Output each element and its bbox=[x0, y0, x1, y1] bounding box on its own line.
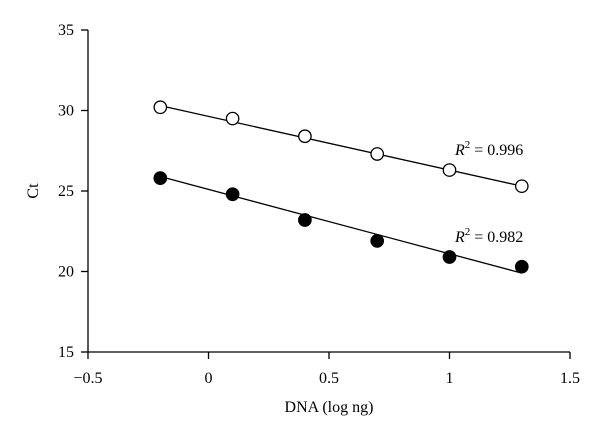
open-data-point bbox=[370, 147, 385, 161]
r-superscript: 2 bbox=[465, 139, 471, 151]
r-superscript: 2 bbox=[465, 226, 471, 238]
y-tick-label: 15 bbox=[58, 344, 74, 361]
r-symbol: R bbox=[454, 229, 465, 246]
filled-data-point bbox=[370, 234, 385, 248]
x-tick-label: 1.5 bbox=[560, 370, 580, 387]
open-data-point bbox=[442, 163, 457, 177]
open-data-point bbox=[298, 129, 312, 144]
y-tick-label: 20 bbox=[58, 264, 74, 281]
x-tick-label: 0 bbox=[205, 370, 213, 387]
r-squared-label-2: R2 = 0.982 bbox=[454, 226, 523, 246]
x-axis-title: DNA (log ng) bbox=[285, 399, 374, 416]
fit-line-1 bbox=[160, 105, 522, 187]
y-axis-ticks: 15 20 25 30 35 bbox=[58, 22, 88, 361]
fit-lines bbox=[160, 105, 522, 274]
r-squared-value: = 0.996 bbox=[470, 142, 523, 159]
open-data-point bbox=[514, 179, 529, 194]
r-symbol: R bbox=[454, 142, 465, 159]
y-tick-label: 35 bbox=[58, 22, 74, 39]
x-tick-label: 0.5 bbox=[319, 370, 339, 387]
plot-area bbox=[87, 30, 570, 353]
filled-data-point bbox=[442, 250, 457, 264]
y-tick-label: 25 bbox=[58, 183, 74, 200]
data-points bbox=[153, 100, 529, 274]
r-squared-label-1: R2 = 0.996 bbox=[454, 139, 523, 159]
open-data-point bbox=[225, 111, 240, 126]
x-tick-label: −0.5 bbox=[73, 370, 102, 387]
filled-data-point bbox=[514, 259, 529, 274]
y-axis-title: Ct bbox=[25, 183, 42, 199]
r-squared-value: = 0.982 bbox=[470, 229, 523, 246]
filled-data-point bbox=[153, 171, 168, 185]
y-tick-label: 30 bbox=[58, 103, 74, 120]
x-axis-ticks: −0.5 0 0.5 1 1.5 bbox=[73, 352, 580, 387]
filled-data-point bbox=[225, 187, 240, 202]
open-data-point bbox=[153, 100, 168, 115]
filled-data-point bbox=[298, 213, 312, 227]
x-tick-label: 1 bbox=[446, 370, 454, 387]
fit-line-2 bbox=[160, 175, 522, 274]
